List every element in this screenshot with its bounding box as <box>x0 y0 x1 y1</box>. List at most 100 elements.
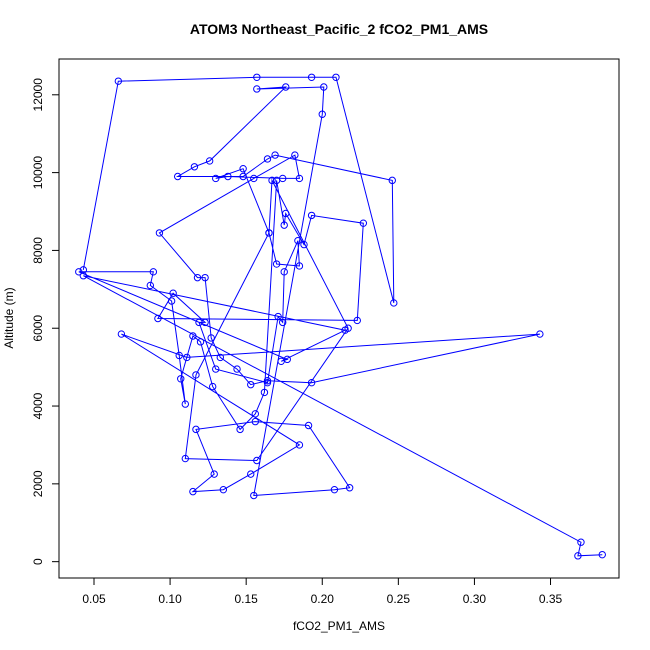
data-point <box>291 151 299 159</box>
data-point <box>190 163 199 171</box>
data-point <box>598 550 606 559</box>
data-point <box>193 273 202 282</box>
data-point <box>75 268 83 276</box>
y-tick-label: 10000 <box>31 156 45 190</box>
data-point <box>114 77 123 85</box>
data-point <box>300 240 308 249</box>
data-point <box>189 487 197 496</box>
data-point <box>210 470 218 478</box>
y-axis-label: Altitude (m) <box>2 287 16 348</box>
data-point <box>307 73 316 81</box>
data-point <box>216 353 225 362</box>
data-point <box>79 266 88 274</box>
data-point <box>265 229 273 237</box>
data-point <box>233 365 241 373</box>
data-point <box>574 552 582 560</box>
data-point <box>205 157 214 165</box>
data-point <box>146 281 155 290</box>
data-point <box>177 375 185 383</box>
y-tick-label: 8000 <box>31 237 45 264</box>
data-point <box>304 421 313 430</box>
data-point <box>280 268 288 276</box>
data-point <box>117 330 126 338</box>
data-point <box>196 338 205 346</box>
y-tick-label: 4000 <box>31 392 45 419</box>
data-point <box>283 355 291 364</box>
data-point <box>183 353 191 362</box>
y-tick-label: 2000 <box>31 470 45 497</box>
data-point <box>318 110 326 118</box>
data-point <box>294 236 302 245</box>
data-point <box>167 297 176 305</box>
data-point <box>263 155 272 163</box>
data-point <box>263 378 272 387</box>
data-point <box>353 316 361 325</box>
data-point <box>253 85 261 93</box>
data-point <box>207 334 215 342</box>
series-layer <box>75 73 606 560</box>
y-axis: 0 2000 4000 6000 8000 10000 12000 <box>31 78 60 565</box>
x-axis-label: fCO2_PM1_AMS <box>293 619 385 633</box>
data-point <box>282 83 290 91</box>
data-point <box>208 382 217 391</box>
data-point <box>536 330 544 338</box>
data-point <box>212 174 220 183</box>
data-point <box>224 172 232 181</box>
data-point <box>278 318 287 327</box>
data-point <box>181 454 190 463</box>
data-point <box>250 491 258 500</box>
data-point <box>79 272 88 280</box>
data-point <box>247 380 255 389</box>
data-point <box>239 165 247 173</box>
x-tick-label: 0.15 <box>234 592 258 606</box>
y-tick-label: 12000 <box>31 78 45 112</box>
data-point <box>212 365 220 373</box>
data-point <box>307 378 316 387</box>
data-point <box>332 73 340 81</box>
data-point <box>577 538 585 546</box>
data-point <box>344 324 352 332</box>
data-point <box>219 485 228 494</box>
data-point <box>272 260 281 268</box>
data-point <box>388 176 396 185</box>
data-point <box>169 289 177 297</box>
data-point <box>251 417 260 426</box>
x-tick-label: 0.30 <box>463 592 487 606</box>
data-point <box>201 273 209 282</box>
data-point <box>195 318 203 327</box>
data-point <box>192 425 200 434</box>
data-point <box>295 174 304 183</box>
data-point <box>251 410 260 418</box>
data-point <box>345 484 354 492</box>
data-point <box>175 351 183 360</box>
x-tick-label: 0.35 <box>539 592 563 606</box>
data-point <box>253 73 261 81</box>
series-line <box>78 76 603 557</box>
y-tick-label: 0 <box>31 558 45 565</box>
data-point <box>271 151 279 159</box>
y-tick-label: 6000 <box>31 315 45 342</box>
data-point <box>253 456 261 465</box>
data-point <box>260 388 269 397</box>
data-point <box>263 377 272 385</box>
data-point <box>155 229 164 237</box>
data-point <box>278 174 287 183</box>
x-tick-label: 0.20 <box>311 592 335 606</box>
data-point <box>320 83 328 91</box>
x-tick-label: 0.05 <box>82 592 106 606</box>
data-point <box>295 262 304 270</box>
data-point <box>280 221 288 229</box>
data-point <box>295 441 304 449</box>
data-point <box>181 400 190 408</box>
data-point <box>250 174 258 183</box>
data-point <box>247 470 255 478</box>
data-point <box>274 312 282 321</box>
data-point <box>282 209 290 218</box>
x-tick-label: 0.10 <box>158 592 182 606</box>
data-point <box>236 425 244 434</box>
data-point <box>189 332 197 340</box>
data-point <box>173 172 182 181</box>
data-point <box>268 176 276 185</box>
